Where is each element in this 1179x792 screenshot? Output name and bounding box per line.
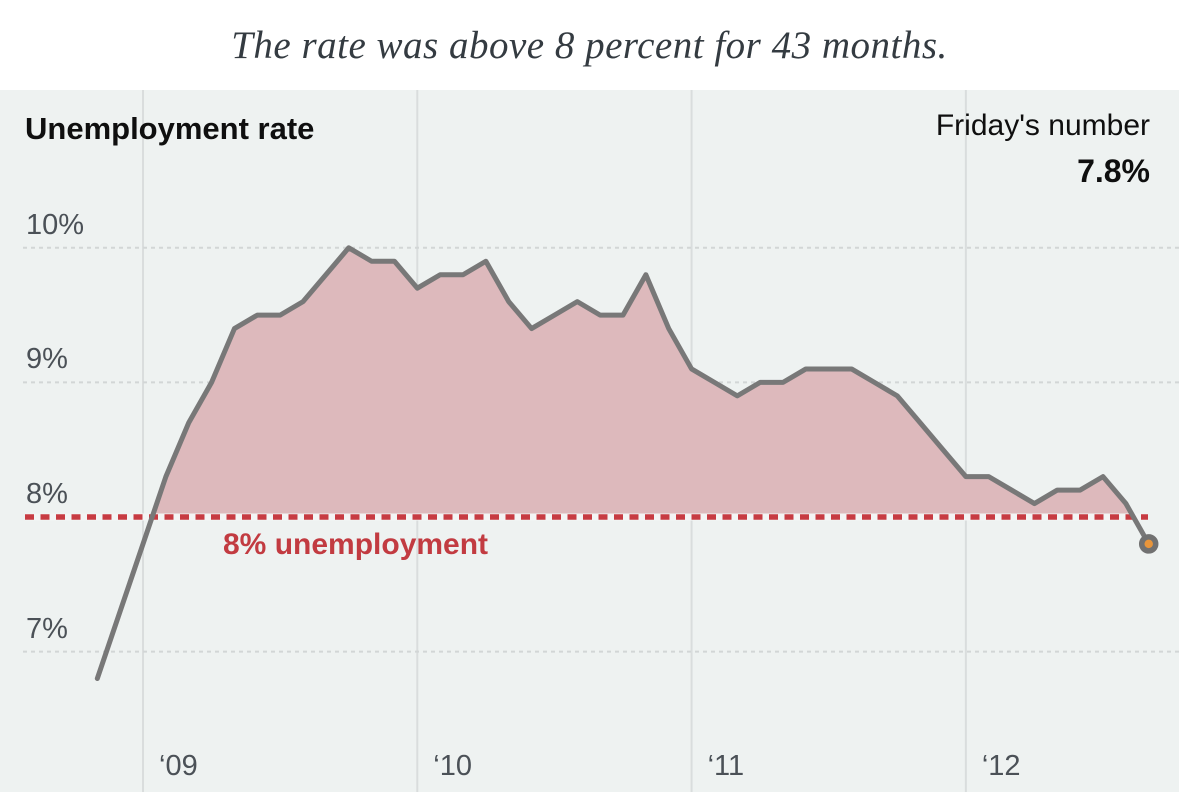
x-axis-label: ‘11 bbox=[707, 750, 745, 782]
series-label: Unemployment rate bbox=[25, 111, 315, 146]
latest-number-callout: Friday's number 7.8% bbox=[936, 109, 1150, 190]
latest-point-marker bbox=[1138, 534, 1159, 554]
y-axis-label: 8% bbox=[26, 478, 68, 510]
threshold-label: 8% unemployment bbox=[223, 528, 489, 561]
chart-title: The rate was above 8 percent for 43 mont… bbox=[231, 23, 948, 67]
unemployment-rate-chart bbox=[23, 90, 1179, 792]
above-threshold-area bbox=[152, 247, 1134, 518]
callout-value: 7.8% bbox=[1077, 153, 1150, 189]
y-axis-label: 10% bbox=[26, 208, 85, 241]
x-axis-label: ‘10 bbox=[433, 750, 472, 782]
callout-label: Friday's number bbox=[935, 109, 1150, 142]
x-axis-label: ‘09 bbox=[159, 750, 198, 782]
y-axis-label: 7% bbox=[26, 612, 68, 645]
unemployment-line bbox=[94, 245, 1152, 682]
title-bar: The rate was above 8 percent for 43 mont… bbox=[0, 0, 1179, 90]
chart-panel: Unemployment rate Friday's number 7.8% 8… bbox=[0, 90, 1179, 792]
x-axis-label: ‘12 bbox=[981, 750, 1021, 782]
y-axis-label: 9% bbox=[26, 343, 68, 376]
